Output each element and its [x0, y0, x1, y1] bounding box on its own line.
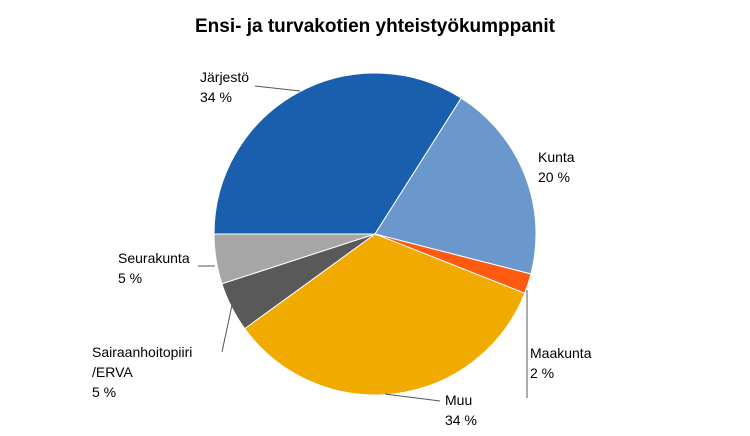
value-label: 20 %	[538, 169, 570, 185]
value-label: 34 %	[445, 412, 477, 428]
leader-line	[221, 304, 233, 353]
leader-line	[254, 85, 301, 92]
value-label: 34 %	[200, 89, 232, 105]
pie-slice	[374, 97, 537, 275]
pie-slice	[244, 233, 526, 396]
slice-label: Kunta	[538, 149, 575, 165]
slice-label: Muu	[445, 392, 472, 408]
label-line: Sairaanhoitopiiri	[92, 344, 192, 360]
value-label: 5 %	[118, 270, 142, 286]
slice-label: Sairaanhoitopiiri/ERVA	[92, 344, 192, 380]
leader-line	[384, 393, 441, 402]
slice-label: Seurakunta	[118, 250, 190, 266]
chart-title: Ensi- ja turvakotien yhteistyökumppanit	[195, 16, 556, 37]
value-label: 2 %	[530, 365, 554, 381]
slice-label: Järjestö	[200, 69, 249, 85]
label-line: /ERVA	[92, 364, 133, 380]
slice-label: Maakunta	[530, 345, 592, 361]
value-label: 5 %	[92, 384, 116, 400]
pie-slice	[213, 233, 376, 285]
pie-slice	[213, 72, 462, 235]
